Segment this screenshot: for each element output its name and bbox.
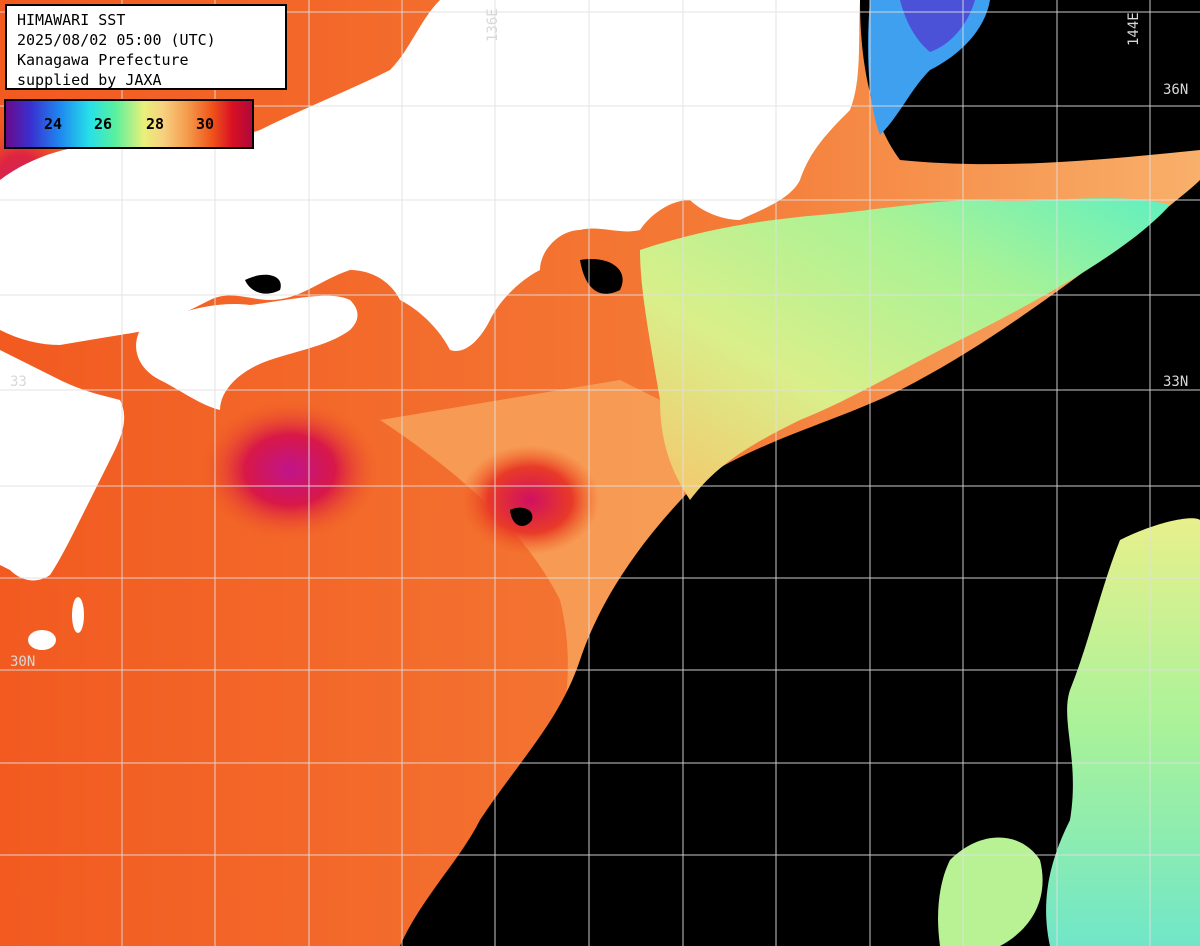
cloud-mask (400, 0, 1200, 946)
clear-patch-east (1046, 518, 1200, 946)
grid-label-144e: 144E (1126, 12, 1142, 46)
grid-label-30n: 30N (10, 654, 35, 670)
land-shikoku (136, 295, 358, 410)
info-box: HIMAWARI SST 2025/08/02 05:00 (UTC) Kana… (5, 4, 287, 90)
legend-tick-30: 30 (196, 115, 215, 133)
cold-patch-northeast (868, 0, 990, 135)
land-kyushu (0, 350, 125, 581)
map-region: Kanagawa Prefecture (17, 51, 189, 69)
legend-tick-26: 26 (94, 115, 113, 133)
cold-core-northeast (900, 0, 975, 52)
hotspot-west (200, 400, 380, 540)
grid-label-33n-right: 33N (1163, 374, 1188, 390)
cloud-speck-kii (580, 259, 623, 294)
clear-patch-southeast (938, 837, 1043, 946)
color-legend: 24 26 28 30 (4, 99, 254, 149)
grid-label-33-left: 33 (10, 374, 27, 390)
legend-tick-24: 24 (44, 115, 63, 133)
hotspot-central (460, 445, 600, 555)
grid-label-136e: 136E (485, 8, 501, 42)
legend-tick-28: 28 (146, 115, 165, 133)
island-small-1 (28, 630, 56, 650)
map-title: HIMAWARI SST (17, 11, 126, 29)
grid-label-36n: 36N (1163, 82, 1188, 98)
cloud-speck-central (510, 507, 533, 526)
map-timestamp: 2025/08/02 05:00 (UTC) (17, 31, 216, 49)
cloud-speck-shikoku (245, 274, 281, 294)
kuroshio-band (640, 198, 1170, 500)
map-credit: supplied by JAXA (17, 71, 162, 89)
island-small-2 (72, 597, 84, 633)
